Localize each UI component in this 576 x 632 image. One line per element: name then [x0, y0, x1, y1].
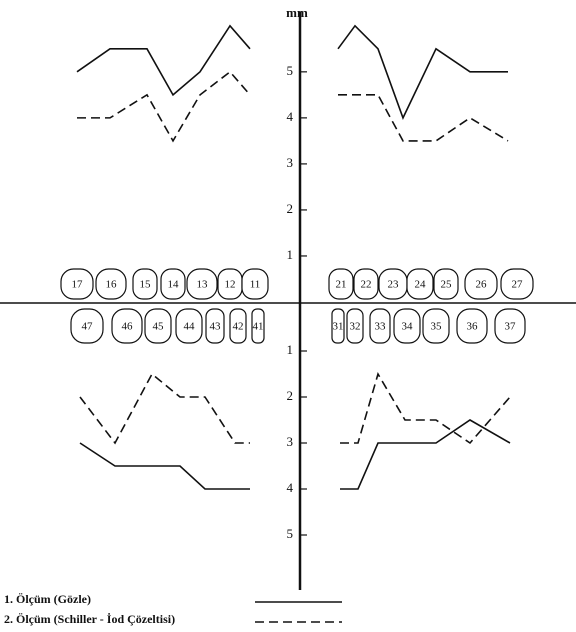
y-tick-label: 5 [287, 526, 294, 541]
line [340, 374, 510, 443]
tooth-label: 14 [168, 279, 180, 291]
tooth-label: 32 [350, 321, 361, 333]
legend-label: 2. Ölçüm (Schiller - İod Çözeltisi) [4, 612, 175, 626]
tooth-label: 27 [512, 279, 524, 291]
tooth-label: 11 [250, 279, 261, 291]
y-tick-label: 4 [287, 480, 294, 495]
y-tick-label: 3 [287, 155, 294, 170]
tooth-label: 44 [184, 321, 196, 333]
tooth-label: 15 [140, 279, 152, 291]
tooth-label: 16 [106, 279, 118, 291]
tooth-label: 34 [402, 321, 414, 333]
line [340, 420, 510, 489]
tooth-label: 42 [233, 321, 244, 333]
tooth-label: 45 [153, 321, 165, 333]
tooth-label: 25 [441, 279, 453, 291]
tooth-label: 23 [388, 279, 400, 291]
y-tick-label: 5 [287, 63, 294, 78]
tooth-label: 41 [253, 321, 264, 333]
line [80, 443, 250, 489]
y-tick-label: 2 [287, 388, 294, 403]
tooth-label: 47 [82, 321, 94, 333]
tooth-label: 17 [72, 279, 84, 291]
tooth-label: 36 [467, 321, 479, 333]
line [80, 374, 250, 443]
tooth-label: 33 [375, 321, 387, 333]
tooth-label: 26 [476, 279, 488, 291]
line [77, 26, 250, 95]
y-tick-label: 1 [287, 247, 294, 262]
chart: mm 1234517161514131211212223242526271234… [0, 0, 576, 627]
line [77, 72, 250, 141]
tooth-label: 43 [210, 321, 222, 333]
tooth-label: 46 [122, 321, 134, 333]
tooth-label: 31 [333, 321, 344, 333]
axis-unit: mm [286, 5, 308, 20]
tooth-label: 35 [431, 321, 443, 333]
tooth-label: 22 [361, 279, 372, 291]
tooth-label: 12 [225, 279, 236, 291]
y-tick-label: 4 [287, 109, 294, 124]
y-tick-label: 3 [287, 434, 294, 449]
tooth-label: 21 [336, 279, 347, 291]
line [338, 95, 508, 141]
tooth-label: 13 [197, 279, 209, 291]
line [338, 26, 508, 118]
tooth-label: 37 [505, 321, 517, 333]
y-tick-label: 2 [287, 201, 294, 216]
tooth-label: 24 [415, 279, 427, 291]
y-tick-label: 1 [287, 342, 294, 357]
legend-label: 1. Ölçüm (Gözle) [4, 592, 91, 606]
